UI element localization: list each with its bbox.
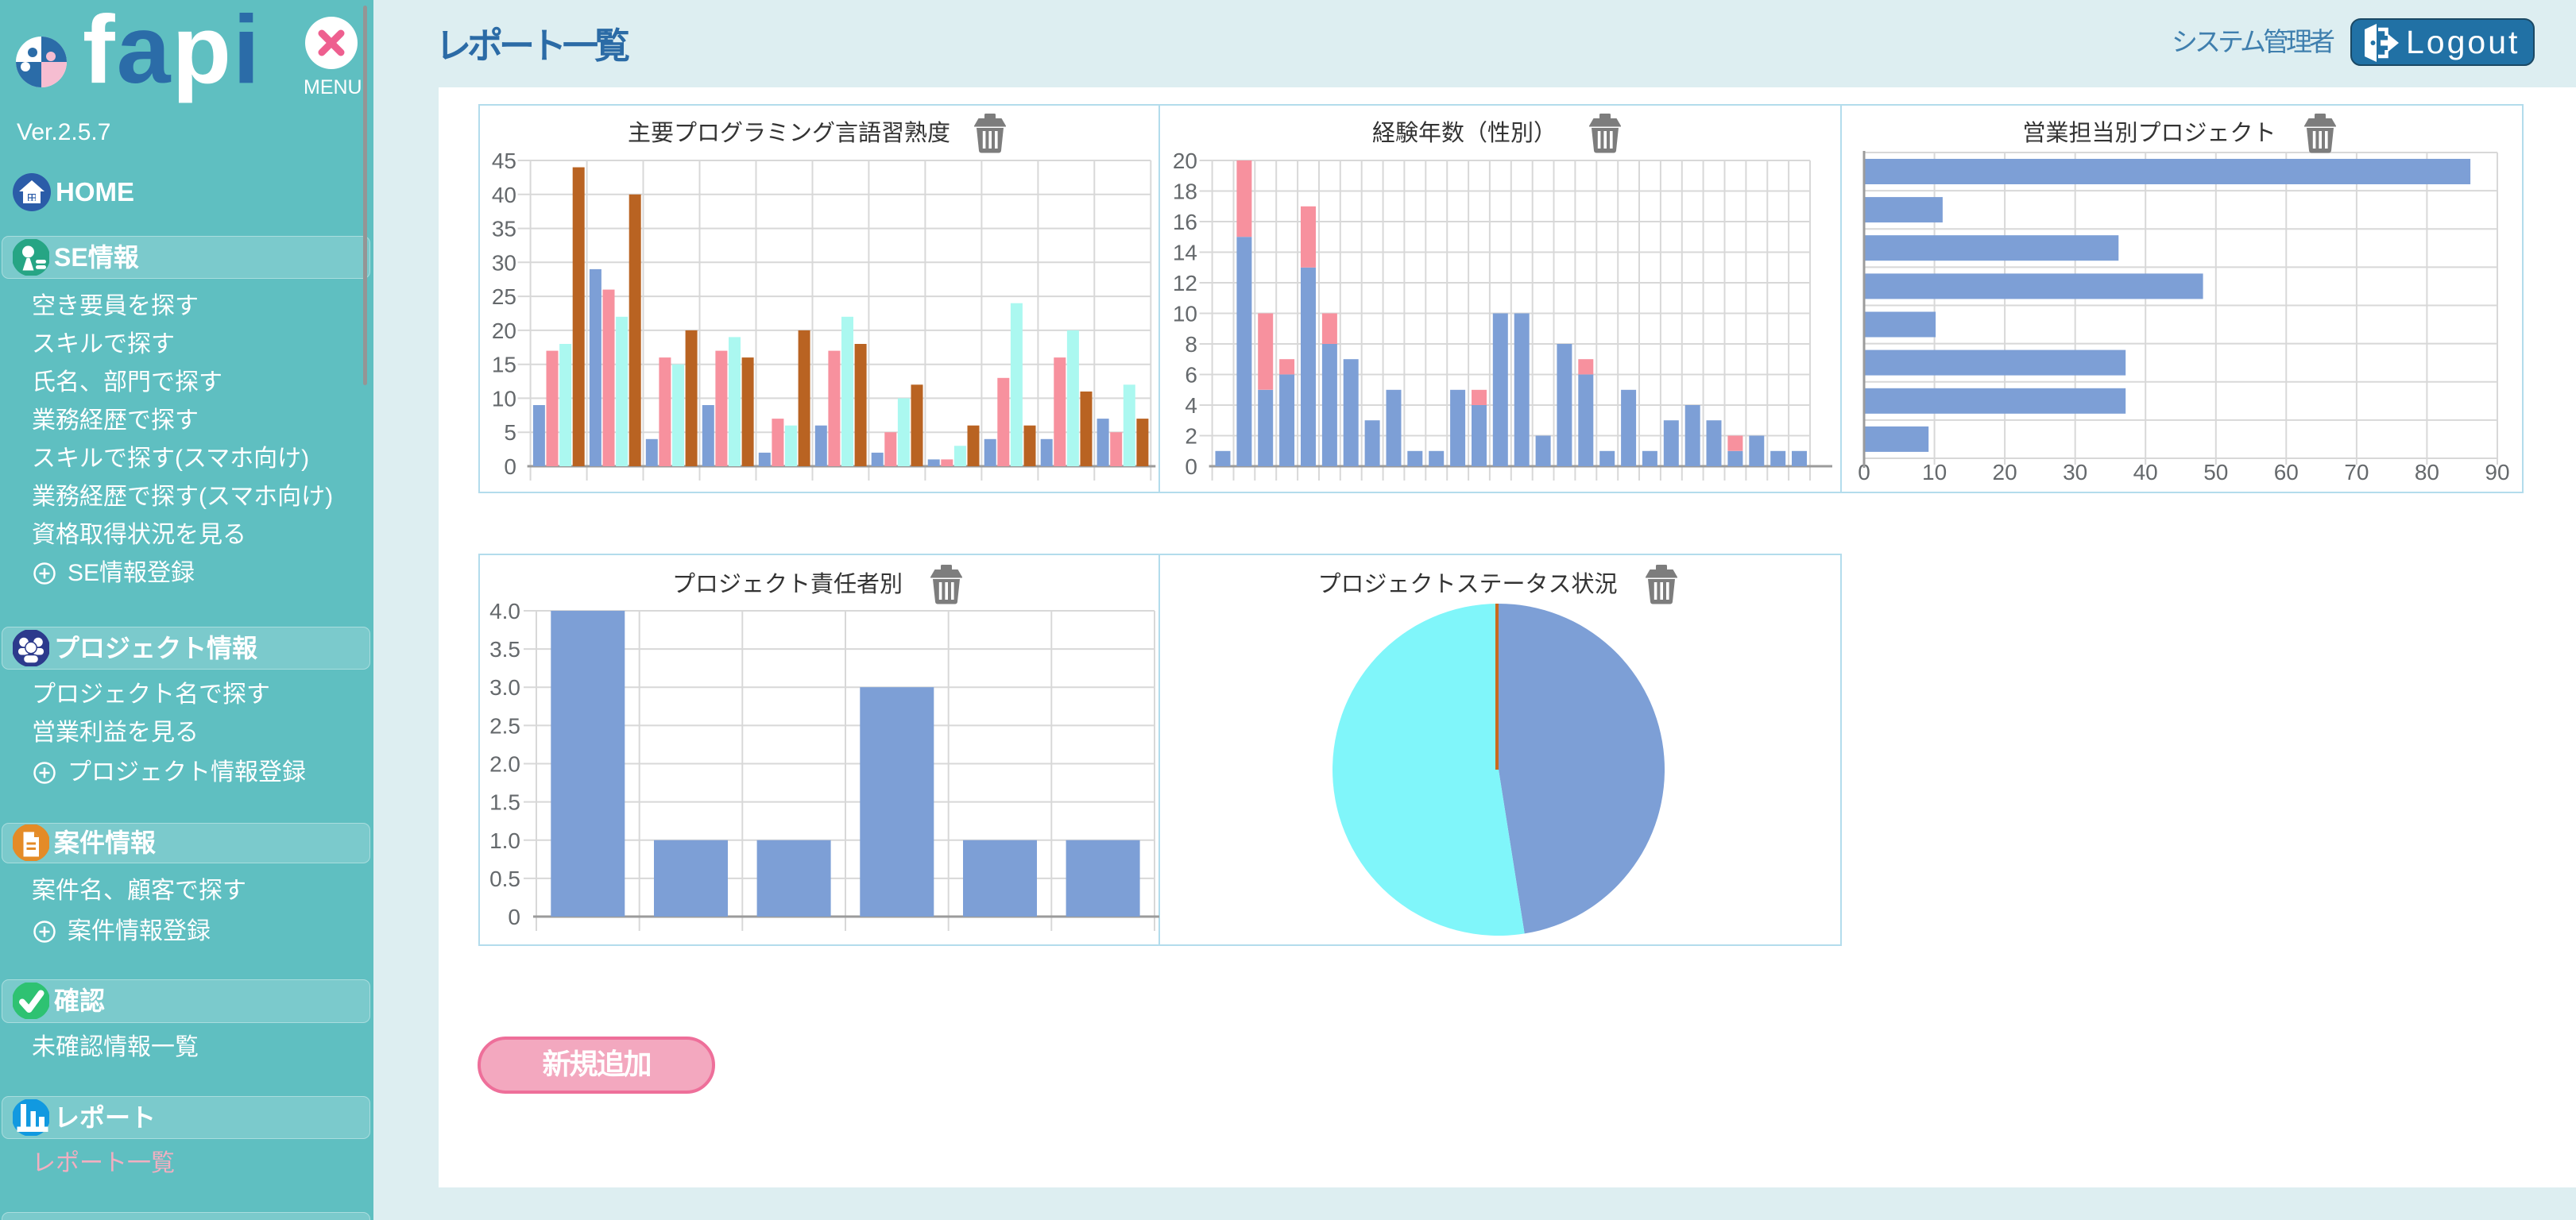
svg-text:営業担当別プロジェクト: 営業担当別プロジェクト [2022, 120, 2276, 146]
svg-text:2.5: 2.5 [489, 713, 520, 738]
svg-text:18: 18 [1173, 180, 1197, 204]
svg-text:1.5: 1.5 [489, 790, 520, 815]
svg-text:35: 35 [492, 217, 516, 241]
svg-text:3.0: 3.0 [489, 675, 520, 700]
svg-text:45: 45 [492, 149, 516, 173]
svg-text:50: 50 [2203, 460, 2228, 485]
svg-text:2.0: 2.0 [489, 752, 520, 777]
svg-text:20: 20 [492, 319, 516, 343]
svg-text:経験年数（性別）: 経験年数（性別） [1372, 120, 1557, 146]
svg-text:70: 70 [2344, 460, 2369, 485]
svg-text:6: 6 [1185, 363, 1197, 388]
svg-text:0: 0 [1185, 454, 1197, 479]
svg-text:2: 2 [1185, 424, 1197, 449]
svg-text:1.0: 1.0 [489, 828, 520, 853]
svg-text:0.5: 0.5 [489, 867, 520, 891]
svg-text:60: 60 [2274, 460, 2299, 485]
svg-text:10: 10 [492, 386, 516, 411]
svg-text:0: 0 [508, 905, 520, 929]
svg-text:0: 0 [1858, 460, 1870, 485]
svg-text:10: 10 [1922, 460, 1947, 485]
svg-text:12: 12 [1173, 271, 1197, 295]
svg-text:30: 30 [492, 250, 516, 275]
svg-text:プロジェクトステータス状況: プロジェクトステータス状況 [1317, 571, 1617, 597]
svg-text:16: 16 [1173, 210, 1197, 234]
svg-text:4.0: 4.0 [489, 599, 520, 624]
svg-text:14: 14 [1173, 241, 1197, 265]
svg-text:40: 40 [492, 183, 516, 207]
svg-text:10: 10 [1173, 302, 1197, 326]
svg-text:20: 20 [1993, 460, 2017, 485]
svg-text:20: 20 [1173, 149, 1197, 173]
svg-text:15: 15 [492, 353, 516, 377]
svg-text:0: 0 [504, 454, 516, 479]
svg-text:主要プログラミング言語習熟度: 主要プログラミング言語習熟度 [628, 120, 950, 146]
svg-text:90: 90 [2485, 460, 2509, 485]
svg-text:25: 25 [492, 284, 516, 309]
svg-text:40: 40 [2133, 460, 2158, 485]
svg-text:4: 4 [1185, 393, 1197, 418]
svg-text:80: 80 [2415, 460, 2439, 485]
svg-text:5: 5 [504, 420, 516, 445]
svg-text:3.5: 3.5 [489, 637, 520, 662]
svg-text:30: 30 [2063, 460, 2087, 485]
svg-text:プロジェクト責任者別: プロジェクト責任者別 [672, 571, 903, 597]
svg-text:8: 8 [1185, 332, 1197, 357]
